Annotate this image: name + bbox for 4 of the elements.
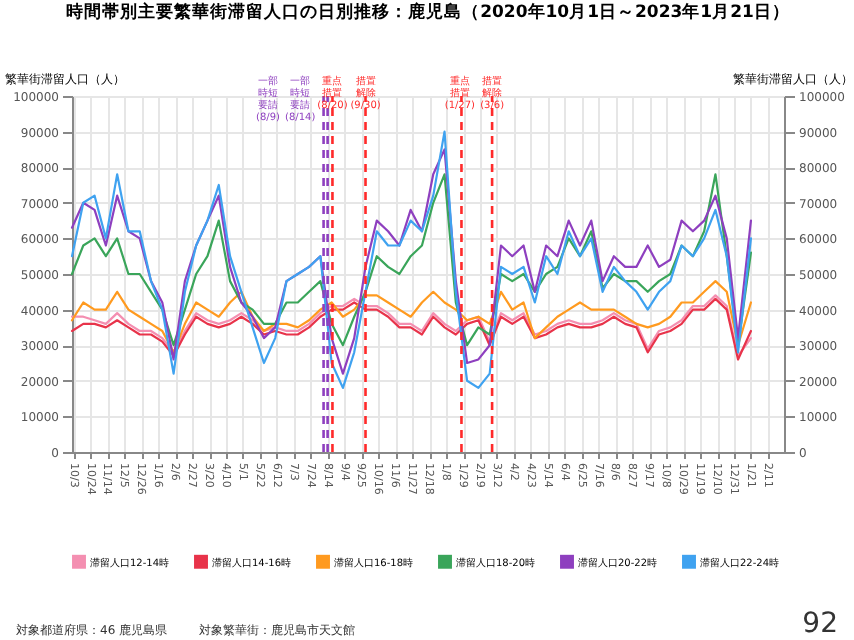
text: 92 bbox=[802, 608, 838, 640]
chart-title: 時間帯別主要繁華街滞留人口の日別推移：鹿児島（2020年10月1日～2023年1月21日） bbox=[66, 1, 790, 23]
line-series bbox=[70, 173, 753, 347]
line-series bbox=[70, 280, 753, 354]
